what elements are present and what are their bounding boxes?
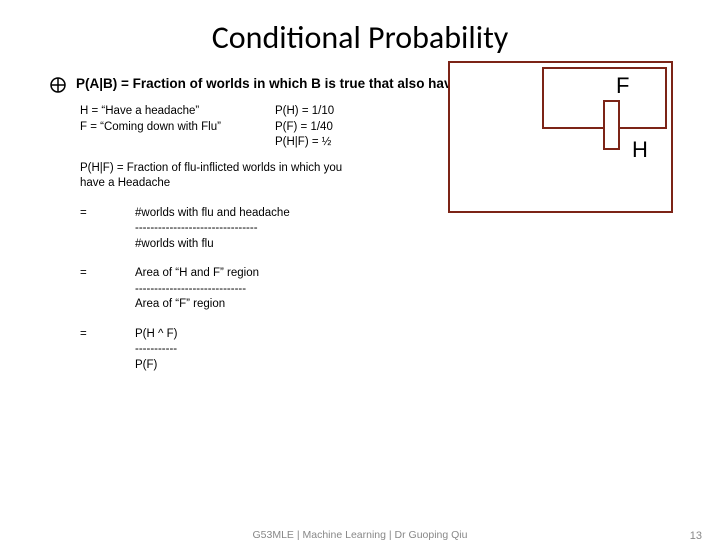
eq1-div: -------------------------------- xyxy=(135,221,290,237)
equation-row: = P(H ^ F) ----------- P(F) xyxy=(80,327,680,374)
h-region xyxy=(603,100,620,150)
equation-table: = #worlds with flu and headache --------… xyxy=(50,206,680,374)
h-label: H xyxy=(632,137,648,163)
prob-block: P(H) = 1/10 P(F) = 1/40 P(H|F) = ½ xyxy=(245,104,340,151)
eq1-num: #worlds with flu and headache xyxy=(135,206,290,222)
prob-pf: P(F) = 1/40 xyxy=(275,120,340,136)
def-block: H = “Have a headache” F = “Coming down w… xyxy=(50,104,245,151)
def-h: H = “Have a headache” xyxy=(80,104,245,120)
eq2-den: Area of “F” region xyxy=(135,297,259,313)
equation-row: = Area of “H and F” region -------------… xyxy=(80,266,680,313)
eq-sign: = xyxy=(80,266,135,313)
eq-sign: = xyxy=(80,327,135,374)
f-label: F xyxy=(616,73,629,99)
prob-ph: P(H) = 1/10 xyxy=(275,104,340,120)
phf-explanation: P(H|F) = Fraction of flu-inflicted world… xyxy=(50,161,350,192)
eq-body: P(H ^ F) ----------- P(F) xyxy=(135,327,177,374)
page-number: 13 xyxy=(690,530,702,542)
eq-body: #worlds with flu and headache ----------… xyxy=(135,206,290,253)
eq3-num: P(H ^ F) xyxy=(135,327,177,343)
eq2-div: ----------------------------- xyxy=(135,282,259,298)
eq-body: Area of “H and F” region ---------------… xyxy=(135,266,259,313)
eq-sign: = xyxy=(80,206,135,253)
bullet-icon xyxy=(50,77,66,98)
main-definition: P(A|B) = Fraction of worlds in which B i… xyxy=(76,75,501,93)
venn-diagram: F H xyxy=(448,61,673,213)
slide-title: Conditional Probability xyxy=(0,18,720,57)
eq2-num: Area of “H and F” region xyxy=(135,266,259,282)
eq1-den: #worlds with flu xyxy=(135,237,290,253)
eq3-div: ----------- xyxy=(135,342,177,358)
content-area: P(A|B) = Fraction of worlds in which B i… xyxy=(0,57,720,373)
prob-phf: P(H|F) = ½ xyxy=(275,135,340,151)
eq3-den: P(F) xyxy=(135,358,177,374)
def-f: F = “Coming down with Flu” xyxy=(80,120,245,136)
footer-text: G53MLE | Machine Learning | Dr Guoping Q… xyxy=(0,529,720,542)
